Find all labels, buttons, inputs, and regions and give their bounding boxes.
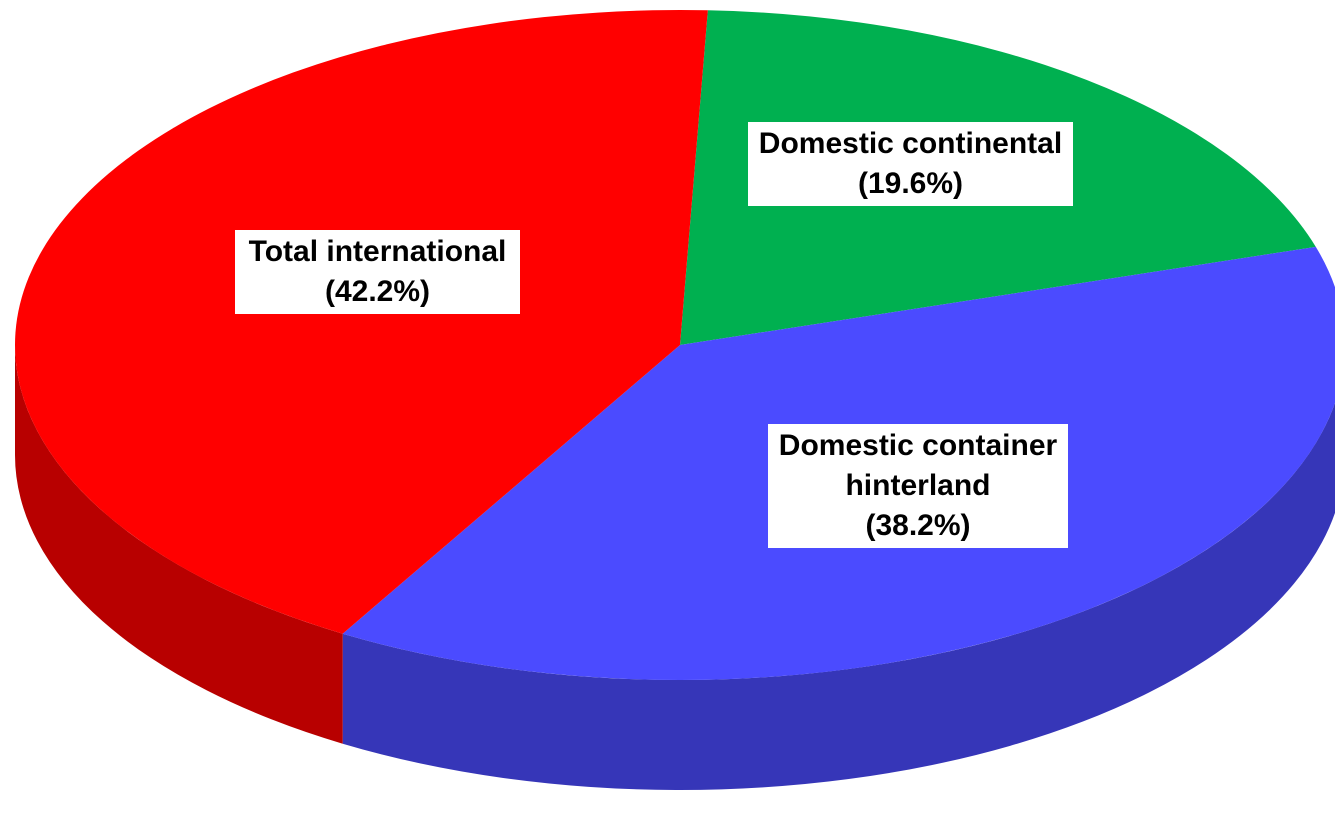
pie-slice-side <box>342 402 1335 790</box>
slice-value: (42.2%) <box>324 275 431 308</box>
slice-label: Domestic continental (19.6%) <box>748 122 1073 206</box>
slice-value: (19.6%) <box>857 167 964 200</box>
slice-label: Total international (42.2%) <box>235 230 520 314</box>
slice-label: Domestic container hinterland (38.2%) <box>768 424 1068 548</box>
pie-slice-side <box>15 345 343 744</box>
slice-category: Domestic continental <box>758 127 1063 160</box>
slice-category: Domestic container hinterland <box>778 429 1058 502</box>
pie-slice <box>14 10 708 634</box>
slice-category: Total international <box>248 235 507 268</box>
slice-value: (38.2%) <box>865 509 971 542</box>
